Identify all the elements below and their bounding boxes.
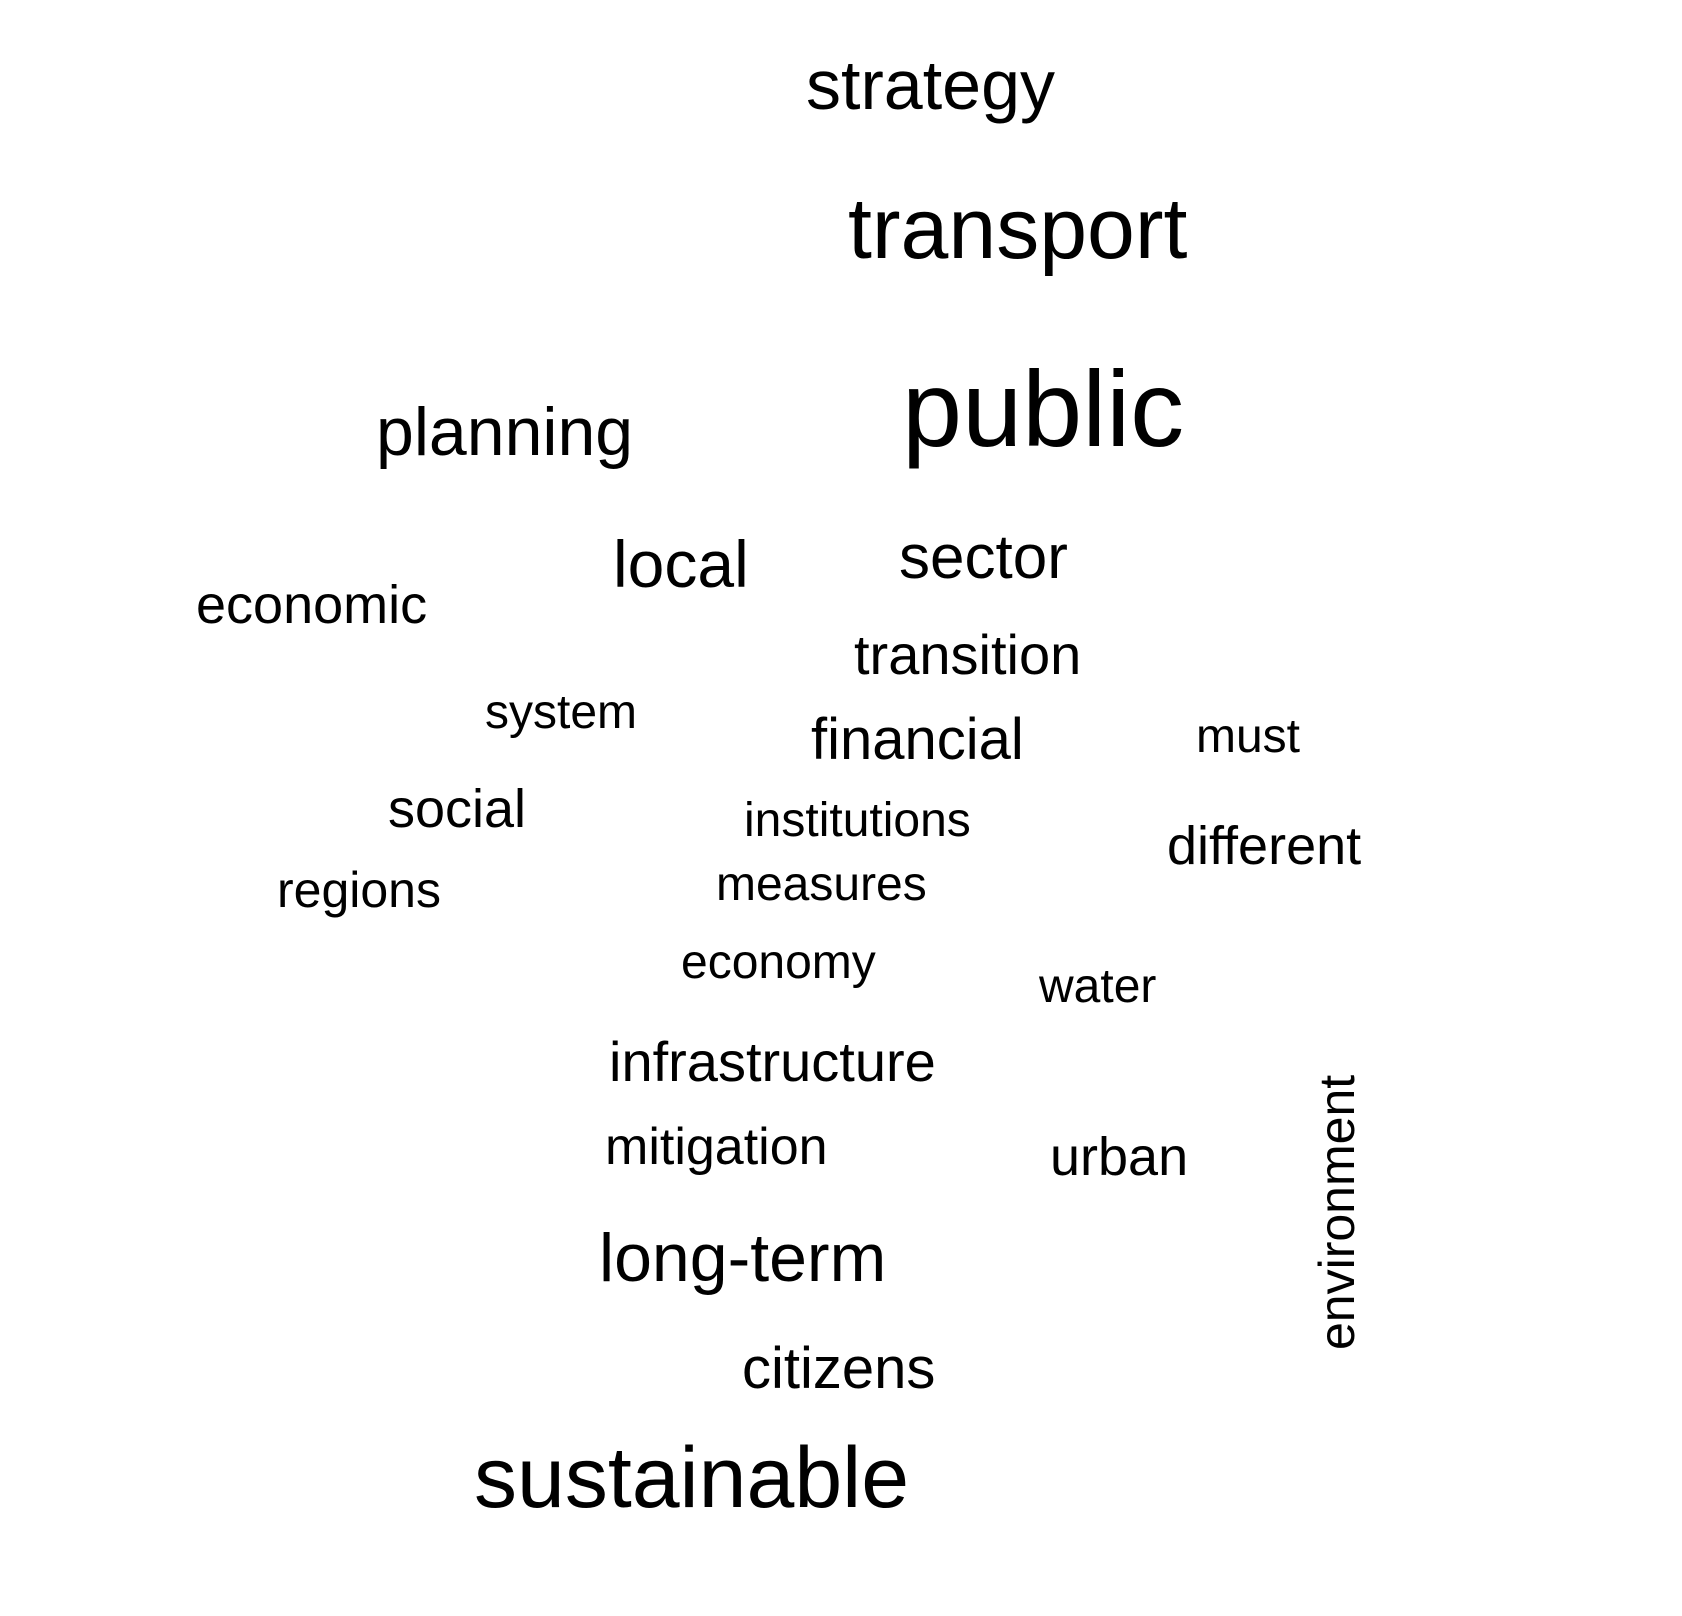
word-measures: measures (716, 858, 927, 911)
word-environment: environment (1309, 1074, 1365, 1350)
word-sector: sector (899, 523, 1068, 592)
word-different: different (1167, 816, 1362, 876)
word-financial: financial (811, 707, 1024, 772)
word-local: local (613, 527, 749, 601)
word-citizens: citizens (742, 1336, 936, 1401)
word-public: public (902, 348, 1185, 469)
word-social: social (388, 779, 527, 839)
word-strategy: strategy (806, 46, 1055, 124)
word-economy: economy (681, 936, 876, 989)
word-institutions: institutions (744, 794, 971, 847)
word-long-term: long-term (599, 1220, 887, 1296)
word-mitigation: mitigation (605, 1118, 828, 1176)
word-system: system (485, 686, 638, 739)
word-infrastructure: infrastructure (609, 1030, 936, 1093)
word-regions: regions (277, 862, 441, 918)
word-planning: planning (376, 394, 634, 470)
word-transition: transition (854, 623, 1082, 686)
word-transport: transport (848, 181, 1188, 277)
word-water: water (1039, 960, 1157, 1013)
word-urban: urban (1050, 1127, 1189, 1187)
word-must: must (1196, 710, 1301, 763)
word-economic: economic (196, 575, 428, 635)
word-sustainable: sustainable (474, 1430, 910, 1526)
